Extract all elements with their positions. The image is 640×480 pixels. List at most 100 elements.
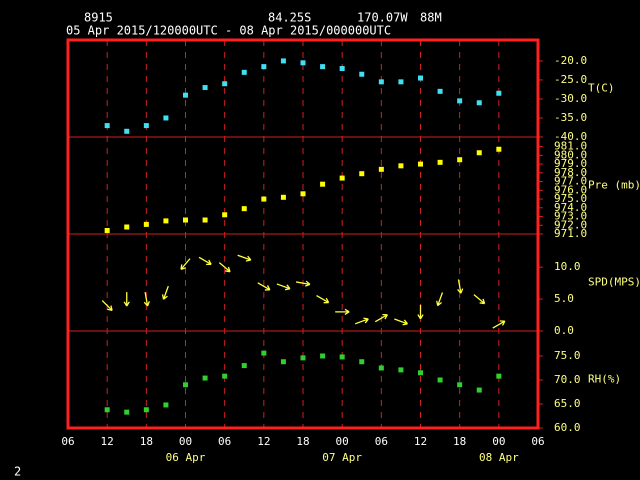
data-point bbox=[163, 218, 169, 224]
wind-arrow bbox=[417, 304, 424, 320]
data-point bbox=[202, 85, 208, 91]
data-point bbox=[202, 217, 208, 223]
wind-arrow bbox=[473, 294, 486, 305]
data-point bbox=[222, 212, 228, 218]
data-point bbox=[359, 71, 365, 77]
y-tick-label: 981.0 bbox=[554, 140, 587, 153]
data-point bbox=[261, 64, 267, 70]
wind-arrow bbox=[316, 295, 330, 304]
station-id: 8915 bbox=[84, 11, 113, 25]
data-point bbox=[280, 194, 286, 200]
y-tick-label: -25.0 bbox=[554, 73, 587, 86]
y-tick-label: -35.0 bbox=[554, 111, 587, 124]
x-tick-label: 12 bbox=[257, 435, 270, 448]
data-point bbox=[359, 171, 365, 177]
wind-arrow bbox=[237, 254, 252, 262]
data-point bbox=[222, 373, 228, 379]
data-point bbox=[241, 363, 247, 369]
x-tick-label: 12 bbox=[414, 435, 427, 448]
y-tick-label: 977.0 bbox=[554, 175, 587, 188]
y-axis-label: Pre (mb) bbox=[588, 179, 640, 192]
period: 05 Apr 2015/120000UTC - 08 Apr 2015/0000… bbox=[66, 24, 391, 38]
longitude: 170.07W bbox=[357, 11, 408, 25]
y-tick-label: 974.0 bbox=[554, 201, 587, 214]
y-tick-label: 60.0 bbox=[554, 421, 581, 434]
data-point bbox=[320, 64, 326, 70]
y-tick-label: 0.0 bbox=[554, 324, 574, 337]
data-point bbox=[202, 375, 208, 381]
data-point bbox=[241, 206, 247, 212]
data-point bbox=[398, 367, 404, 373]
elevation: 88M bbox=[420, 11, 442, 25]
y-tick-label: 978.0 bbox=[554, 166, 587, 179]
plot-frame bbox=[66, 38, 540, 430]
data-point bbox=[339, 66, 345, 72]
y-tick-label: 976.0 bbox=[554, 183, 587, 196]
wind-arrow bbox=[394, 318, 409, 326]
data-point bbox=[124, 128, 130, 134]
data-point bbox=[418, 75, 423, 81]
wind-arrow bbox=[492, 320, 506, 329]
data-point bbox=[300, 355, 306, 361]
data-point bbox=[339, 175, 345, 181]
data-point bbox=[280, 58, 286, 64]
wind-arrow bbox=[335, 308, 350, 315]
data-point bbox=[163, 115, 169, 121]
data-point bbox=[339, 354, 345, 360]
y-tick-label: -20.0 bbox=[554, 54, 587, 67]
data-point bbox=[143, 407, 149, 413]
x-tick-label: 00 bbox=[179, 435, 192, 448]
data-point bbox=[418, 370, 423, 376]
x-tick-label: 18 bbox=[296, 435, 309, 448]
wind-arrow bbox=[143, 292, 150, 307]
x-tick-label: 18 bbox=[140, 435, 153, 448]
y-tick-label: 75.0 bbox=[554, 349, 581, 362]
y-tick-label: 971.0 bbox=[554, 227, 587, 240]
data-point bbox=[476, 150, 482, 156]
data-point bbox=[143, 123, 149, 129]
wind-arrow bbox=[123, 292, 130, 307]
x-tick-label: 00 bbox=[492, 435, 505, 448]
y-tick-label: 10.0 bbox=[554, 260, 581, 273]
y-axis-label: T(C) bbox=[588, 82, 615, 95]
data-point bbox=[183, 217, 188, 223]
data-point bbox=[183, 92, 188, 98]
data-point bbox=[398, 163, 404, 169]
data-point bbox=[163, 402, 169, 408]
x-tick-label: 00 bbox=[336, 435, 349, 448]
wind-arrow bbox=[101, 300, 113, 312]
y-tick-label: 70.0 bbox=[554, 373, 581, 386]
x-tick-label: 06 bbox=[61, 435, 74, 448]
data-point bbox=[437, 377, 443, 383]
data-point bbox=[437, 88, 443, 94]
data-point bbox=[280, 359, 286, 365]
data-point bbox=[457, 98, 463, 104]
y-tick-label: -40.0 bbox=[554, 130, 587, 143]
y-tick-label: 980.0 bbox=[554, 148, 587, 161]
x-tick-label: 18 bbox=[453, 435, 466, 448]
date-label: 08 Apr bbox=[479, 451, 519, 464]
x-tick-label: 06 bbox=[375, 435, 388, 448]
data-point bbox=[320, 353, 326, 359]
data-point bbox=[124, 409, 130, 415]
date-label: 06 Apr bbox=[166, 451, 206, 464]
wind-arrow bbox=[374, 313, 388, 323]
data-point bbox=[261, 196, 267, 202]
wind-arrow bbox=[436, 292, 444, 307]
data-point bbox=[378, 365, 384, 371]
latitude: 84.25S bbox=[268, 11, 311, 25]
x-tick-label: 12 bbox=[101, 435, 114, 448]
y-tick-label: 972.0 bbox=[554, 218, 587, 231]
wind-arrow bbox=[295, 280, 311, 287]
data-point bbox=[104, 123, 110, 129]
data-point bbox=[476, 387, 482, 393]
y-tick-label: 5.0 bbox=[554, 292, 574, 305]
data-point bbox=[476, 100, 482, 106]
y-tick-label: -30.0 bbox=[554, 92, 587, 105]
data-point bbox=[359, 359, 365, 365]
data-point bbox=[496, 146, 502, 152]
data-point bbox=[496, 90, 502, 96]
wind-arrow bbox=[457, 279, 464, 294]
wind-arrow bbox=[257, 282, 271, 291]
